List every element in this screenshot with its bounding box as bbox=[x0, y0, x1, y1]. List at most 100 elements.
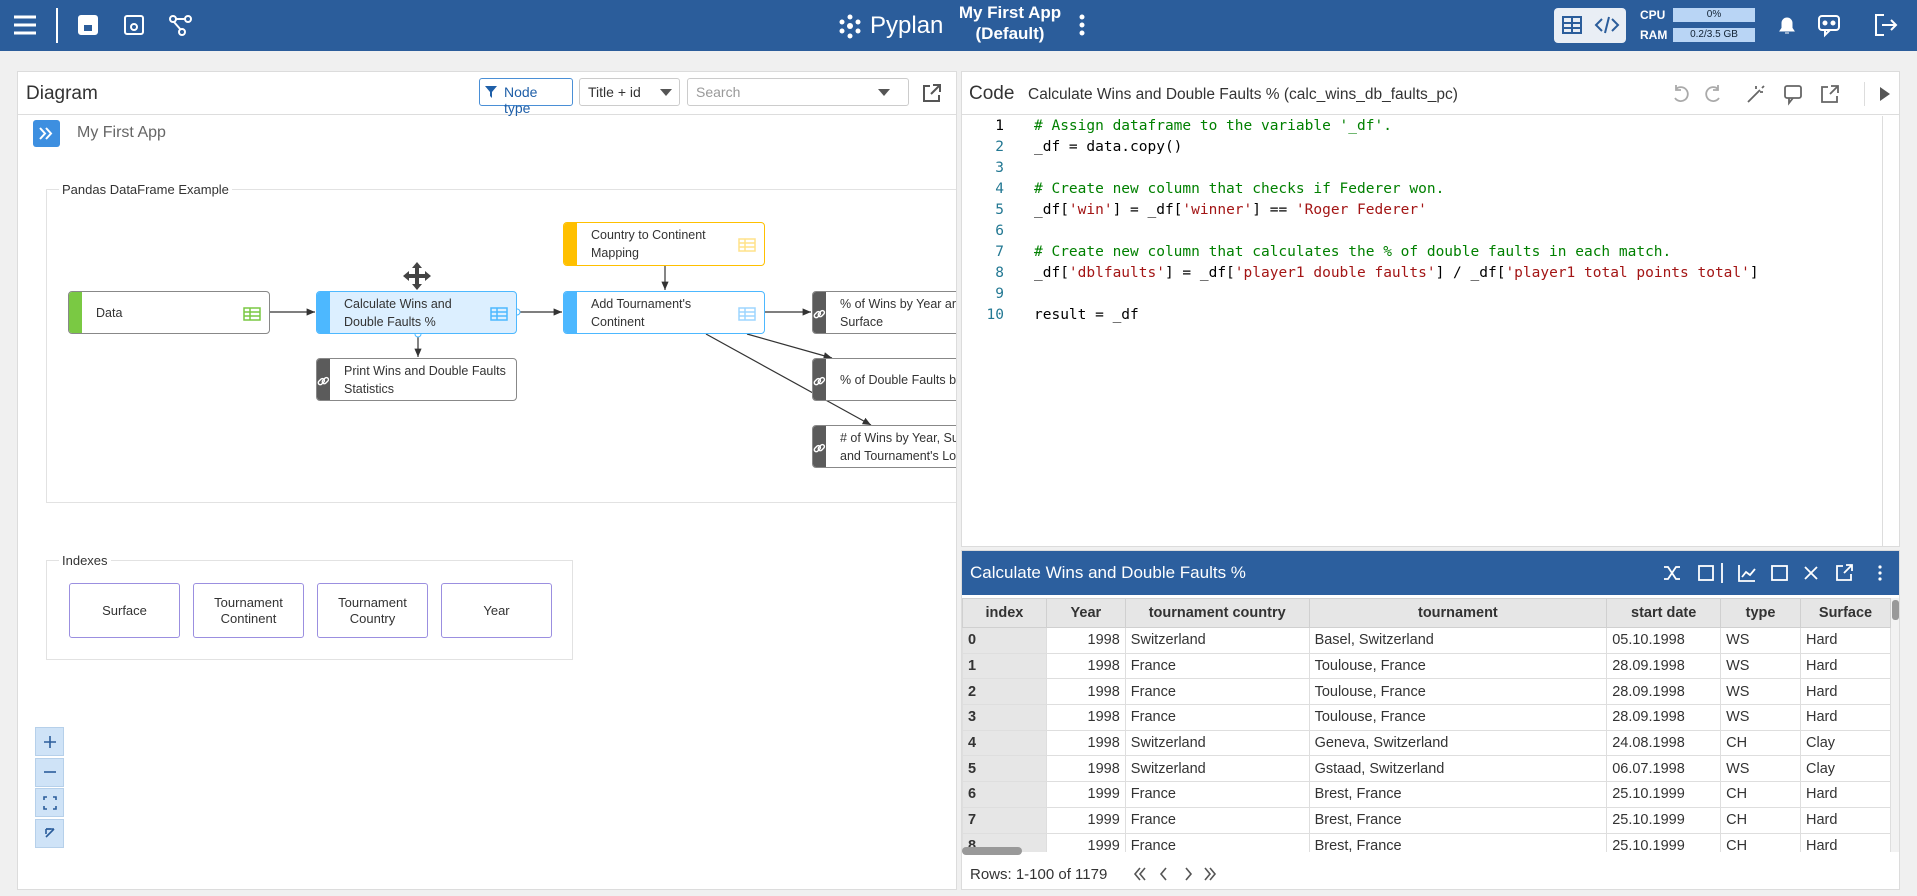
node[interactable]: % of Wins by Year ar Surface bbox=[812, 291, 956, 334]
app-menu[interactable] bbox=[1076, 12, 1088, 38]
node-label-line: Calculate Wins and bbox=[344, 296, 452, 311]
save-button[interactable] bbox=[76, 13, 100, 37]
table-cell: France bbox=[1124, 806, 1310, 834]
code-view-button[interactable] bbox=[1594, 14, 1620, 36]
cpu-label: CPU bbox=[1640, 8, 1666, 22]
node[interactable]: Add Tournament's Continent bbox=[563, 291, 765, 334]
table-cell: Brest, France bbox=[1308, 806, 1608, 834]
code-line: 5 _df['win'] = _df['winner'] == 'Roger Fe… bbox=[962, 200, 1862, 221]
expand-button[interactable] bbox=[33, 120, 60, 147]
table-cell: WS bbox=[1720, 652, 1802, 680]
table-cell: WS bbox=[1720, 704, 1802, 731]
node-label-line: Print Wins and Double Faults bbox=[344, 363, 506, 378]
zoom-button[interactable] bbox=[35, 757, 64, 787]
line-number: 10 bbox=[986, 307, 1004, 323]
table-cell: 1998 bbox=[1045, 627, 1126, 654]
row-index: 0 bbox=[962, 627, 1047, 654]
share-button[interactable] bbox=[168, 13, 194, 37]
table-cell: Switzerland bbox=[1124, 755, 1310, 783]
node-type-strip bbox=[69, 292, 82, 333]
scrollbar-v[interactable] bbox=[1891, 598, 1899, 852]
node-label: Calculate Wins and Double Faults % bbox=[330, 295, 452, 331]
index-node[interactable]: Tournament Continent bbox=[193, 583, 304, 638]
logout-button[interactable] bbox=[1872, 12, 1900, 38]
scrollbar-h[interactable] bbox=[962, 847, 1022, 855]
result-actions bbox=[1664, 563, 1882, 583]
table-row[interactable]: 7 1999 France Brest, France 25.10.1999 CH Hard bbox=[962, 806, 1891, 834]
code-text: # Create new column that checks if Feder… bbox=[1034, 181, 1445, 197]
row-index: 7 bbox=[962, 806, 1047, 834]
table-row[interactable]: 4 1998 Switzerland Geneva, Switzerland 24.08… bbox=[962, 729, 1891, 757]
ram-meter: 0.2/3.5 GB bbox=[1673, 28, 1755, 42]
link-icon bbox=[813, 376, 826, 385]
node[interactable]: Calculate Wins and Double Faults % bbox=[316, 291, 517, 334]
row-index: 4 bbox=[962, 729, 1047, 757]
code-line: 6 bbox=[962, 221, 1862, 242]
table-cell: CH bbox=[1720, 832, 1802, 852]
node[interactable]: Print Wins and Double Faults Statistics bbox=[316, 358, 517, 401]
line-number: 9 bbox=[995, 286, 1004, 302]
node-label-line: % of Double Faults b bbox=[840, 372, 957, 387]
code-line: 2 _df = data.copy() bbox=[962, 137, 1862, 158]
node-type-strip bbox=[564, 223, 577, 265]
search-input[interactable]: Search bbox=[687, 78, 909, 106]
row-index: 6 bbox=[962, 781, 1047, 808]
node-icon bbox=[243, 306, 261, 321]
table-cell: 05.10.1998 bbox=[1606, 627, 1722, 654]
node-label: Country to Continent Mapping bbox=[577, 226, 706, 262]
line-number: 6 bbox=[995, 223, 1004, 239]
table-cell: 28.09.1998 bbox=[1606, 704, 1722, 731]
group-title: Indexes bbox=[59, 553, 111, 568]
table-cell: Gstaad, Switzerland bbox=[1308, 755, 1608, 783]
link-icon bbox=[317, 376, 330, 385]
view-toggle bbox=[1554, 8, 1626, 43]
zoom-button[interactable] bbox=[35, 788, 64, 817]
row-index: 3 bbox=[962, 704, 1047, 731]
zoom-icon bbox=[44, 828, 55, 838]
table-view-button[interactable] bbox=[1560, 14, 1584, 36]
save-as-button[interactable] bbox=[122, 13, 146, 37]
table-row[interactable]: 2 1998 France Toulouse, France 28.09.1998 WS H… bbox=[962, 678, 1891, 706]
menu-button[interactable] bbox=[12, 12, 38, 38]
minimap-edge bbox=[1882, 116, 1883, 546]
table-row[interactable]: 0 1998 Switzerland Basel, Switzerland 05.10.… bbox=[962, 627, 1891, 654]
table-cell: 1999 bbox=[1045, 781, 1126, 808]
table-cell: 28.09.1998 bbox=[1606, 678, 1722, 706]
open-external[interactable] bbox=[921, 82, 943, 104]
zoom-button[interactable] bbox=[35, 727, 64, 756]
index-node[interactable]: Year bbox=[441, 583, 552, 638]
table-row[interactable]: 5 1998 Switzerland Gstaad, Switzerland 06.07… bbox=[962, 755, 1891, 783]
code-line: 10 result = _df bbox=[962, 305, 1862, 326]
zoom-button[interactable] bbox=[35, 818, 64, 848]
assistant-button[interactable] bbox=[1815, 12, 1843, 38]
row-index: 2 bbox=[962, 678, 1047, 706]
logo-text: Pyplan bbox=[870, 12, 944, 39]
notifications-button[interactable] bbox=[1776, 13, 1798, 37]
table-row[interactable]: 6 1999 France Brest, France 25.10.1999 CH Hard bbox=[962, 781, 1891, 808]
table-cell: 1998 bbox=[1045, 729, 1126, 757]
node[interactable]: % of Double Faults b bbox=[812, 358, 957, 401]
line-number: 3 bbox=[995, 160, 1004, 176]
row-index: 1 bbox=[962, 652, 1047, 680]
node[interactable]: # of Wins by Year, Su and Tournament's Lo bbox=[812, 425, 956, 468]
table-row[interactable]: 3 1998 France Toulouse, France 28.09.1998 WS H… bbox=[962, 704, 1891, 731]
table-cell: 1998 bbox=[1045, 704, 1126, 731]
node[interactable]: Country to Continent Mapping bbox=[563, 222, 765, 266]
code-line: 7 # Create new column that calculates the… bbox=[962, 242, 1862, 263]
zoom-icon bbox=[43, 771, 56, 773]
pager[interactable] bbox=[1130, 865, 1220, 883]
node-label: Data bbox=[82, 304, 122, 322]
table-cell: 06.07.1998 bbox=[1606, 755, 1722, 783]
node-type-filter[interactable]: Node type bbox=[479, 78, 573, 116]
table-cell: Hard bbox=[1800, 678, 1891, 706]
index-node[interactable]: Surface bbox=[69, 583, 180, 638]
table-row[interactable]: 8 1999 France Brest, France 25.10.1999 CH Hard bbox=[962, 832, 1891, 852]
result-table: index Year tournament country tournament sta… bbox=[962, 598, 1891, 852]
table-cell: 1999 bbox=[1045, 832, 1126, 852]
node-label-line: Double Faults % bbox=[344, 314, 436, 329]
table-cell: Hard bbox=[1800, 627, 1891, 654]
index-node[interactable]: Tournament Country bbox=[317, 583, 428, 638]
code-line: 3 bbox=[962, 158, 1862, 179]
table-row[interactable]: 1 1998 France Toulouse, France 28.09.1998 WS H… bbox=[962, 652, 1891, 680]
node[interactable]: Data bbox=[68, 291, 270, 334]
